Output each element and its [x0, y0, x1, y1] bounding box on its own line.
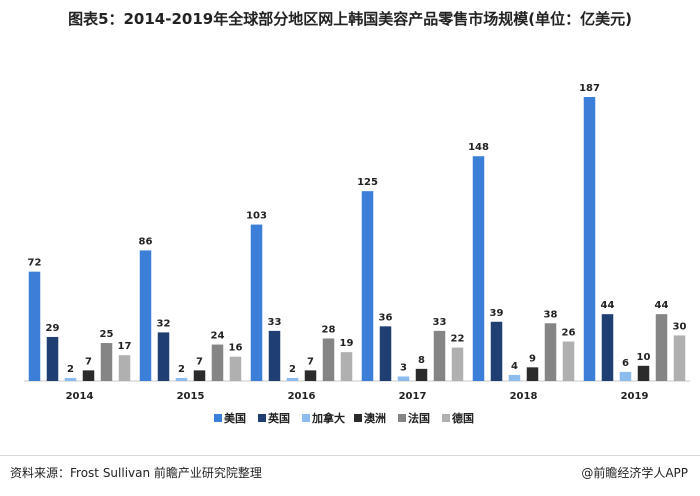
- data-label: 125: [357, 177, 378, 188]
- legend-swatch: [302, 414, 310, 422]
- legend-label: 英国: [267, 411, 290, 425]
- legend-label: 澳洲: [364, 411, 386, 425]
- bar-法国-2016: [322, 338, 335, 381]
- legend-label: 加拿大: [311, 411, 345, 425]
- data-label: 22: [451, 334, 465, 345]
- data-label: 7: [85, 356, 92, 367]
- legend-label: 法国: [408, 411, 430, 425]
- bar-加拿大-2017: [397, 376, 410, 381]
- x-tick-label: 2019: [621, 391, 649, 402]
- chart-title: 图表5：2014-2019年全球部分地区网上韩国美容产品零售市场规模(单位：亿美…: [68, 10, 632, 28]
- bar-澳洲-2018: [526, 367, 539, 381]
- bar-美国-2016: [250, 224, 263, 381]
- data-label: 33: [433, 317, 447, 328]
- bar-德国-2017: [451, 347, 464, 381]
- data-label: 9: [529, 353, 536, 364]
- data-label: 33: [268, 317, 282, 328]
- data-label: 30: [673, 321, 687, 332]
- bar-加拿大-2019: [619, 371, 632, 381]
- data-label: 16: [229, 343, 243, 354]
- bar-法国-2018: [544, 323, 557, 381]
- bar-法国-2014: [100, 343, 113, 381]
- x-tick-label: 2017: [399, 391, 427, 402]
- data-label: 44: [655, 300, 669, 311]
- bar-德国-2015: [229, 356, 242, 381]
- data-label: 187: [579, 83, 600, 94]
- data-label: 28: [322, 324, 336, 335]
- legend-label: 美国: [224, 411, 246, 425]
- data-label: 10: [637, 352, 651, 363]
- bar-加拿大-2016: [286, 377, 299, 381]
- footer-divider: [0, 455, 700, 456]
- bar-美国-2018: [472, 156, 485, 381]
- data-label: 7: [307, 356, 314, 367]
- data-label: 72: [28, 258, 42, 269]
- bar-法国-2017: [433, 330, 446, 381]
- bar-英国-2014: [46, 336, 59, 381]
- data-label: 2: [67, 364, 74, 375]
- bar-法国-2019: [655, 314, 668, 381]
- bar-英国-2019: [601, 314, 614, 381]
- bar-德国-2014: [118, 355, 131, 381]
- x-tick-label: 2016: [288, 391, 316, 402]
- data-label: 39: [490, 308, 504, 319]
- bar-德国-2018: [562, 341, 575, 381]
- bar-英国-2017: [379, 326, 392, 381]
- bar-加拿大-2014: [64, 377, 77, 381]
- data-label: 36: [379, 312, 393, 323]
- data-label: 6: [622, 358, 629, 369]
- bar-英国-2016: [268, 330, 281, 381]
- bar-英国-2018: [490, 321, 503, 381]
- bar-美国-2015: [139, 250, 152, 381]
- data-label: 86: [139, 236, 153, 247]
- bar-澳洲-2014: [82, 370, 95, 381]
- legend-swatch: [442, 414, 450, 422]
- brand-label: @前瞻经济学人APP: [581, 466, 688, 480]
- bar-加拿大-2018: [508, 374, 521, 381]
- legend-swatch: [214, 414, 222, 422]
- bar-澳洲-2019: [637, 365, 650, 381]
- data-label: 25: [100, 329, 114, 340]
- data-label: 103: [246, 211, 267, 222]
- x-tick-label: 2018: [510, 391, 538, 402]
- x-tick-label: 2014: [66, 391, 94, 402]
- legend-label: 德国: [451, 411, 474, 425]
- data-label: 26: [562, 328, 576, 339]
- data-label: 44: [601, 300, 615, 311]
- legend-swatch: [398, 414, 406, 422]
- bar-美国-2017: [361, 191, 374, 381]
- bar-美国-2014: [28, 271, 41, 381]
- bar-澳洲-2016: [304, 370, 317, 381]
- data-label: 2: [289, 364, 296, 375]
- data-label: 8: [418, 355, 425, 366]
- x-tick-label: 2015: [177, 391, 205, 402]
- bar-英国-2015: [157, 332, 170, 381]
- data-label: 32: [157, 318, 171, 329]
- bar-澳洲-2015: [193, 370, 206, 381]
- bar-美国-2019: [583, 97, 596, 381]
- source-note: 资料来源：Frost Sullivan 前瞻产业研究院整理: [10, 466, 262, 480]
- bar-法国-2015: [211, 344, 224, 381]
- bar-德国-2016: [340, 352, 353, 381]
- data-label: 3: [400, 362, 407, 373]
- bar-德国-2019: [673, 335, 686, 381]
- legend-swatch: [258, 414, 266, 422]
- data-label: 19: [340, 338, 354, 349]
- data-label: 24: [211, 331, 225, 342]
- data-label: 148: [468, 142, 489, 153]
- legend-swatch: [354, 414, 362, 422]
- data-label: 29: [46, 323, 60, 334]
- data-label: 2: [178, 364, 185, 375]
- data-label: 17: [118, 341, 132, 352]
- bar-澳洲-2017: [415, 368, 428, 381]
- data-label: 38: [544, 309, 558, 320]
- data-label: 7: [196, 356, 203, 367]
- data-label: 4: [511, 361, 518, 372]
- bar-加拿大-2015: [175, 377, 188, 381]
